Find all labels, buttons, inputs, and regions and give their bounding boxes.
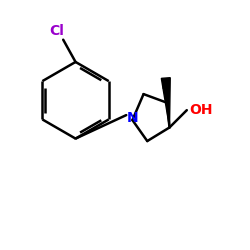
Text: OH: OH	[189, 103, 213, 117]
Text: N: N	[126, 111, 138, 125]
Text: Cl: Cl	[50, 24, 64, 38]
Text: H: H	[161, 79, 170, 92]
Polygon shape	[161, 78, 170, 128]
